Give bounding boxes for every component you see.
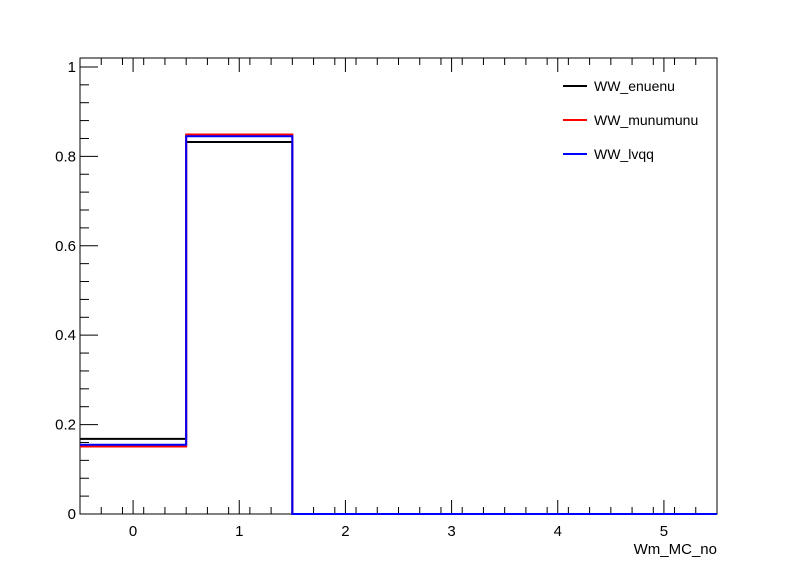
x-axis-ticks: 0 1 2 3 4 5 (79, 58, 718, 540)
y-tick-label: 1 (68, 59, 76, 76)
x-tick-label: 0 (129, 523, 137, 540)
histogram-series-line (80, 135, 717, 515)
x-tick-label: 3 (447, 523, 455, 540)
y-tick-label: 0.8 (55, 148, 76, 165)
histogram-series-line (80, 141, 717, 515)
y-tick-label: 0.2 (55, 417, 76, 434)
x-tick-label: 1 (235, 523, 243, 540)
x-tick-label: 5 (660, 523, 668, 540)
y-tick-label: 0.6 (55, 238, 76, 255)
x-axis-title: Wm_MC_no (634, 541, 717, 558)
y-axis-ticks: 0 0.2 0.4 0.6 0.8 1 (55, 59, 98, 523)
legend-label: WW_enuenu (594, 78, 675, 94)
legend-label: WW_munumunu (594, 112, 698, 128)
y-tick-label: 0.4 (55, 327, 76, 344)
series-layer (80, 133, 717, 515)
x-tick-label: 2 (341, 523, 349, 540)
x-tick-label: 4 (554, 523, 562, 540)
legend-label: WW_lvqq (594, 146, 654, 162)
histogram-series-line (80, 133, 717, 515)
y-tick-label: 0 (68, 506, 76, 523)
legend: WW_enuenu WW_munumunu WW_lvqq (563, 78, 698, 162)
